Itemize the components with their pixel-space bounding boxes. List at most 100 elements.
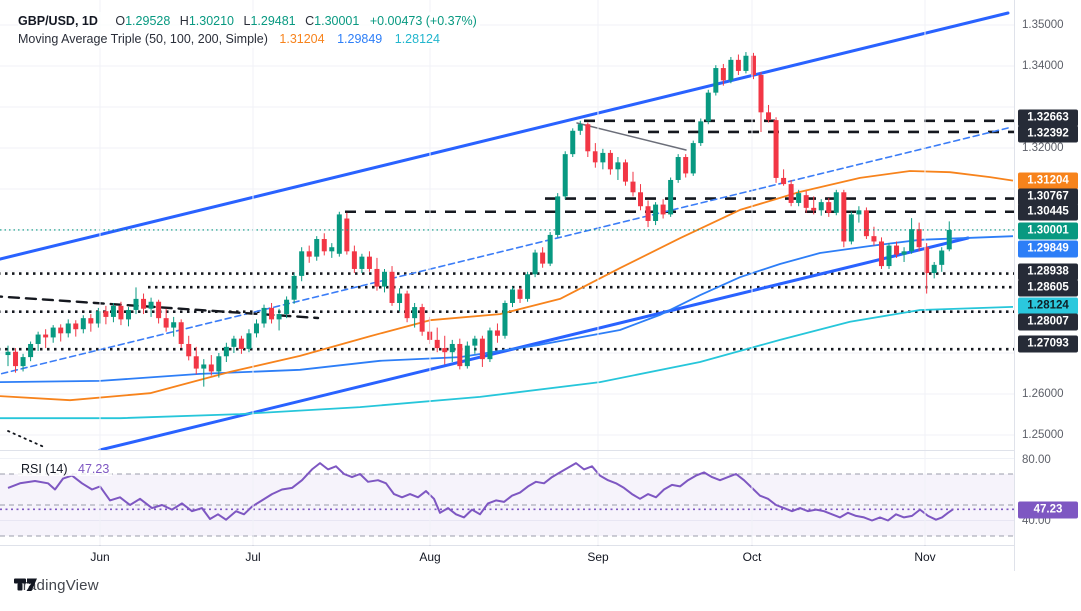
candle-body	[148, 301, 154, 309]
candle-body	[713, 68, 719, 93]
symbol-title: GBP/USD, 1D	[18, 14, 98, 28]
candle-body	[35, 334, 41, 344]
candle-body	[58, 327, 64, 334]
candle-body	[607, 152, 613, 170]
trendline-channel-mid-dashed[interactable]	[0, 127, 1009, 376]
candle-body	[871, 236, 877, 242]
ma50-value: 1.31204	[279, 32, 325, 46]
candle-body	[622, 162, 628, 182]
candle-body	[366, 256, 372, 269]
candle-body	[103, 311, 109, 317]
candle-body	[73, 323, 79, 330]
candle-body	[758, 75, 764, 113]
candle-body	[20, 357, 26, 367]
high-label: H	[179, 14, 189, 28]
candle-body	[946, 229, 952, 250]
price-axis-badge: 1.30445	[1018, 203, 1078, 221]
candle-body	[811, 207, 817, 211]
candle-body	[720, 68, 726, 81]
candle-body	[675, 157, 681, 180]
ma100-value: 1.29849	[337, 32, 383, 46]
price-axis-label: 1.26000	[1022, 388, 1064, 400]
candle-body	[118, 305, 124, 320]
candle-body	[916, 229, 922, 248]
candle-body	[43, 334, 49, 338]
candle-body	[502, 302, 508, 336]
candle-body	[555, 196, 561, 235]
candle-body	[442, 348, 448, 353]
trendline-neckline-gray[interactable]	[576, 122, 687, 151]
price-axis-badge: 1.30001	[1018, 222, 1078, 240]
candle-body	[95, 311, 101, 324]
candle-body	[788, 184, 794, 203]
time-axis[interactable]: Jun Jul Aug Sep Oct Nov	[0, 546, 1014, 571]
candle-body	[735, 59, 741, 71]
candle-body	[88, 318, 94, 324]
price-axis-badge: 47.23	[1018, 501, 1078, 519]
candle-body	[201, 364, 207, 369]
candle-body	[592, 151, 598, 163]
candle-body	[818, 202, 824, 211]
ma200-value: 1.28124	[394, 32, 440, 46]
candle-body	[186, 343, 192, 357]
low-value: 1.29481	[250, 14, 296, 28]
ma-line	[0, 170, 1014, 402]
price-axis[interactable]: 1.35000 1.34000 1.32000 1.26000 1.25000 80.00…	[1014, 0, 1081, 571]
candle-body	[517, 289, 523, 299]
close-value: 1.30001	[314, 14, 360, 28]
trendline-channel-upper[interactable]	[0, 11, 1010, 261]
rsi-indicator-title: RSI (14)	[21, 462, 68, 476]
candle-body	[299, 251, 305, 276]
candle-body	[683, 157, 689, 174]
tradingview-logo-icon	[14, 578, 37, 591]
candle-body	[931, 264, 937, 274]
candle-body	[449, 343, 455, 353]
candle-body	[894, 245, 900, 255]
candle-body	[208, 364, 214, 372]
price-axis-label: 1.32000	[1022, 142, 1064, 154]
ma-legend-row[interactable]: Moving Average Triple (50, 100, 200, Sim…	[18, 30, 443, 48]
open-label: O	[115, 14, 126, 28]
candle-body	[600, 152, 606, 163]
price-axis-label: 1.35000	[1022, 19, 1064, 31]
candle-body	[65, 323, 71, 334]
change-value: +0.00473 (+0.37%)	[369, 14, 477, 28]
time-axis-label: Jun	[90, 550, 110, 564]
candle-body	[253, 323, 259, 334]
rsi-value: 47.23	[78, 462, 110, 476]
candle-body	[878, 241, 884, 267]
candle-body	[329, 247, 335, 252]
candle-body	[321, 239, 327, 252]
candle-body	[562, 154, 568, 197]
price-axis-badge: 1.29849	[1018, 240, 1078, 258]
candle-body	[193, 356, 199, 369]
rsi-pane[interactable]	[0, 458, 1014, 537]
candle-body	[314, 239, 320, 257]
candle-body	[525, 274, 531, 299]
candle-body	[886, 245, 892, 267]
candle-body	[110, 305, 116, 317]
price-axis-badge: 1.28938	[1018, 263, 1078, 281]
candle-body	[833, 192, 839, 213]
price-axis-label: 1.25000	[1022, 429, 1064, 441]
time-axis-label: Sep	[587, 550, 609, 564]
symbol-legend-row[interactable]: GBP/USD, 1D O1.29528 H1.30210 L1.29481 C…	[18, 12, 480, 30]
candle-body	[28, 343, 34, 358]
candle-body	[284, 299, 290, 315]
candle-body	[773, 120, 779, 178]
candle-body	[653, 204, 659, 221]
candle-body	[156, 301, 162, 319]
chart-legend: GBP/USD, 1D O1.29528 H1.30210 L1.29481 C…	[18, 12, 480, 48]
rsi-legend-row[interactable]: RSI (14) 47.23	[18, 462, 113, 476]
candle-body	[397, 293, 403, 303]
high-value: 1.30210	[188, 14, 234, 28]
open-value: 1.29528	[125, 14, 171, 28]
main-chart-pane[interactable]	[0, 11, 1014, 450]
candle-body	[728, 59, 734, 81]
tradingview-logo[interactable]: TradingView	[14, 577, 99, 594]
trendline-mini-dotted[interactable]	[7, 430, 45, 448]
candle-body	[359, 256, 365, 269]
candle-body	[13, 351, 19, 367]
